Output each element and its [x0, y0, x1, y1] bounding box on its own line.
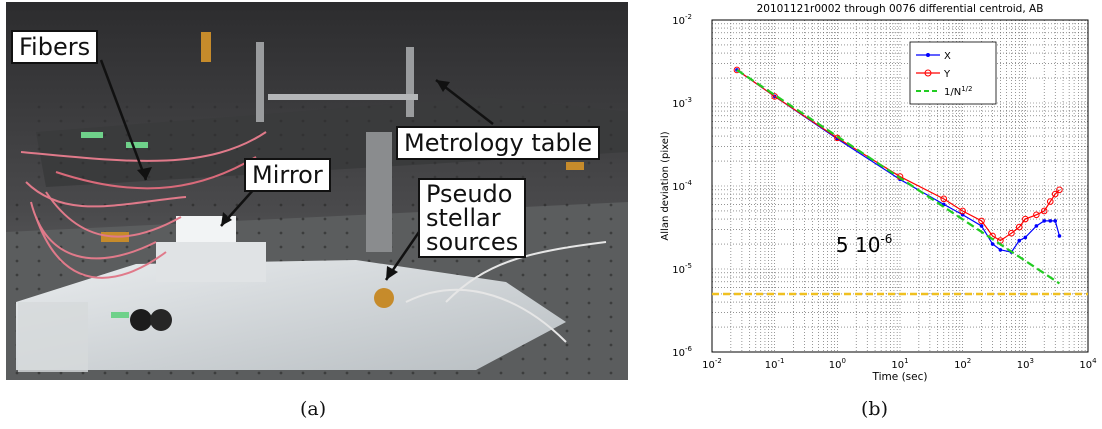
panel-b-label: (b): [861, 398, 888, 420]
series-point: [1057, 234, 1062, 238]
fibers-arrow: [99, 59, 148, 181]
y-tick-label: 10-6: [672, 345, 692, 359]
y-tick-label: 10-4: [672, 179, 692, 193]
series-point: [959, 207, 966, 215]
x-tick-label: 103: [1017, 357, 1034, 371]
metrology-table-label: Metrology table: [404, 129, 593, 157]
pseudo-stellar-line3: sources: [426, 228, 519, 256]
chart-title: 20101121r0002 through 0076 differential …: [757, 3, 1044, 15]
series-point: [1034, 224, 1039, 228]
legend-label: Y: [943, 69, 951, 80]
y-tick-label: 10-3: [672, 96, 692, 110]
series-point: [1033, 211, 1040, 219]
x-axis-label: Time (sec): [872, 371, 928, 383]
axes-frame: [711, 19, 1089, 353]
series-point: [1048, 219, 1053, 223]
x-tick-label: 10-2: [702, 357, 722, 371]
allan-deviation-chart: 10-2 10-1 100 101 102 103 104 10-6 10-5 10-4 10-3 1…: [650, 0, 1100, 395]
legend-label: X: [944, 51, 951, 62]
metrology-table-callout: Metrology table: [396, 126, 601, 160]
y-tick-label: 10-5: [672, 262, 692, 276]
mirror-callout: Mirror: [244, 158, 331, 192]
pseudo-stellar-line2: stellar: [426, 204, 501, 232]
fibers-callout: Fibers: [11, 30, 99, 64]
series-point: [1015, 223, 1023, 231]
x-tick-label: 10-1: [765, 357, 785, 371]
series-point: [1046, 198, 1054, 205]
series-point: [990, 242, 995, 246]
x-tick-label: 100: [829, 357, 846, 371]
series-point: [1056, 186, 1063, 194]
x-tick-label: 104: [1079, 357, 1097, 371]
legend-marker: [924, 69, 932, 77]
series-point: [1023, 235, 1028, 240]
series-point: [1040, 207, 1048, 215]
legend-marker: [926, 53, 930, 57]
mirror-label: Mirror: [252, 161, 323, 189]
series-point: [979, 224, 984, 228]
chart-svg: 10-2 10-1 100 101 102 103 104 10-6 10-5 10-4 10-3 1…: [660, 3, 1097, 383]
series-point: [1042, 219, 1046, 223]
series-point: [1008, 229, 1015, 237]
pseudo-stellar-callout: Pseudo stellar sources: [418, 178, 527, 258]
y-tick-label: 10-2: [672, 13, 692, 27]
series-point: [940, 195, 948, 203]
lab-setup-photo: Fibers Mirror Metrology table Pseudo ste…: [6, 2, 628, 380]
x-tick-label: 101: [891, 357, 908, 371]
y-axis-label: Allan deviation (pixel): [660, 131, 671, 240]
series-point: [1051, 190, 1059, 198]
panel-a-label: (a): [300, 398, 327, 420]
series-point: [998, 248, 1003, 252]
series-point: [733, 66, 741, 74]
series-point: [1017, 238, 1022, 243]
series-line: [736, 69, 1061, 285]
series-point: [1053, 219, 1058, 223]
series-point: [1022, 215, 1029, 223]
series-point: [978, 217, 985, 225]
fibers-label: Fibers: [19, 33, 91, 61]
x-tick-label: 102: [954, 357, 971, 371]
pseudo-stellar-line1: Pseudo: [426, 180, 513, 208]
